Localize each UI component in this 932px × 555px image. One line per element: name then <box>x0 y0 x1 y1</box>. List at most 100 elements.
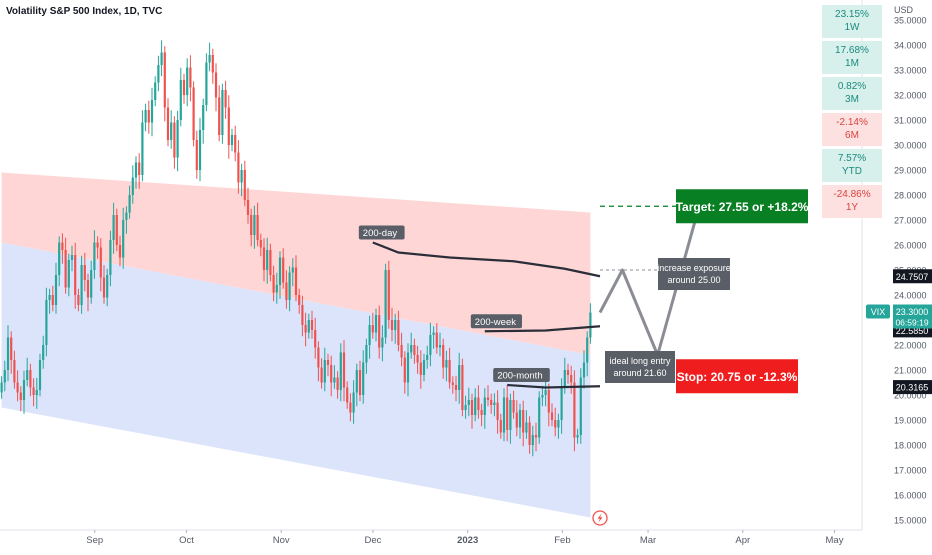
performance-cell-3m[interactable]: 0.82% 3M <box>822 77 882 110</box>
candle-body <box>19 392 22 400</box>
candle-body <box>272 275 275 293</box>
ma-label-box <box>493 368 550 382</box>
x-tick-label: Sep <box>86 535 103 546</box>
candle-body <box>480 410 483 415</box>
candle-body <box>224 90 227 108</box>
performance-cell-1w[interactable]: 23.15% 1W <box>822 5 882 38</box>
candle-body <box>435 332 438 348</box>
candle-body <box>458 365 461 390</box>
x-tick-label: Nov <box>273 535 290 546</box>
ma-price-label: 22.5850 <box>896 326 929 336</box>
last-price-label: 23.3000 <box>896 307 929 317</box>
ma-line-0 <box>372 241 601 278</box>
symbol-tag <box>866 304 890 319</box>
candle-body <box>243 170 246 200</box>
candle-body <box>560 387 563 420</box>
candle-body <box>109 240 112 275</box>
target-label: Target: 27.55 or +18.2% <box>676 200 809 214</box>
candle-body <box>422 360 426 375</box>
candle-body <box>198 130 202 170</box>
candle-body <box>493 402 496 405</box>
candle-body <box>134 162 138 178</box>
candle-body <box>576 435 579 438</box>
candle-body <box>218 97 221 135</box>
candle-body <box>419 362 422 375</box>
stop-label: Stop: 20.75 or -12.3% <box>677 370 798 384</box>
candle-body <box>442 345 445 368</box>
candle-body <box>477 397 480 410</box>
candle-body <box>160 52 163 65</box>
candle-body <box>269 250 272 275</box>
candle-body <box>496 402 499 420</box>
x-tick-label: Mar <box>640 535 656 546</box>
currency-label: USD <box>894 5 914 15</box>
candle-body <box>182 80 186 95</box>
performance-period: 3M <box>845 94 859 105</box>
candle-body <box>70 255 74 260</box>
candle-body <box>582 362 586 378</box>
candle-body <box>381 337 384 348</box>
candle-body <box>429 335 432 355</box>
candle-body <box>416 355 419 363</box>
candle-body <box>282 257 285 283</box>
candle-body <box>426 355 429 360</box>
last-price-box <box>893 304 932 329</box>
candle-body <box>451 382 454 385</box>
y-tick-label: 18.0000 <box>894 441 927 451</box>
bar-countdown: 06:59:19 <box>895 318 928 328</box>
candle-body <box>10 337 13 360</box>
candle-body <box>512 400 515 413</box>
candle-body <box>301 305 304 325</box>
performance-period: 6M <box>845 130 859 141</box>
ma-label-0: 200-day <box>363 228 398 239</box>
candle-body <box>118 245 122 258</box>
candle-body <box>406 352 410 383</box>
candle-body <box>150 100 154 123</box>
candle-body <box>506 397 509 430</box>
candle-body <box>157 65 160 83</box>
performance-period: 1M <box>845 58 859 69</box>
candle-body <box>403 357 406 383</box>
candle-body <box>42 345 45 360</box>
candle-body <box>563 370 566 388</box>
candle-body <box>397 320 400 345</box>
candle-body <box>330 365 333 383</box>
candle-body <box>275 285 278 293</box>
ma-label-box <box>470 314 522 329</box>
performance-cell-ytd[interactable]: 7.57% YTD <box>822 149 882 182</box>
candle-body <box>346 387 349 403</box>
candle-body <box>339 352 342 390</box>
performance-cell-1y[interactable]: -24.86% 1Y <box>822 185 882 218</box>
candle-body <box>528 422 531 445</box>
x-tick-label: Dec <box>364 535 381 546</box>
candle-body <box>323 360 326 383</box>
chart-title: Volatility S&P 500 Index, 1D, TVC <box>6 6 163 17</box>
candle-body <box>410 345 413 353</box>
performance-cell-6m[interactable]: -2.14% 6M <box>822 113 882 146</box>
candle-body <box>38 360 42 390</box>
y-tick-label: 34.0000 <box>894 41 927 51</box>
candle-body <box>544 390 547 395</box>
performance-pct: 17.68% <box>835 45 869 56</box>
ma-line-2 <box>507 383 601 389</box>
ma-price-box <box>893 380 932 395</box>
lightning-bolt <box>597 513 603 523</box>
x-tick-label: Feb <box>554 535 570 546</box>
y-tick-label: 19.0000 <box>894 416 927 426</box>
candle-body <box>413 345 416 355</box>
candle-body <box>515 412 518 428</box>
performance-cell-1m[interactable]: 17.68% 1M <box>822 41 882 74</box>
candle-body <box>298 295 301 305</box>
y-tick-label: 21.0000 <box>894 366 927 376</box>
candle-body <box>400 345 403 358</box>
performance-period: 1W <box>844 22 860 33</box>
candle-body <box>234 135 237 153</box>
lower-channel-band <box>1 242 591 518</box>
candle-body <box>374 315 378 333</box>
candle-body <box>26 370 29 380</box>
candle-body <box>64 250 67 288</box>
increase-exposure-box <box>658 258 730 290</box>
candle-body <box>246 200 250 215</box>
